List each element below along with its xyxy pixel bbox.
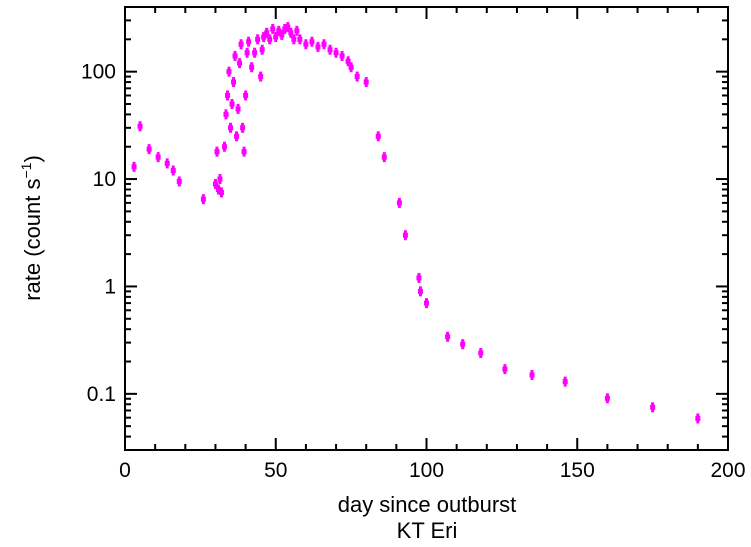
data-point xyxy=(309,36,315,47)
data-point xyxy=(246,36,252,47)
data-point xyxy=(240,122,246,133)
x-tick-label: 200 xyxy=(710,459,745,482)
data-point xyxy=(285,22,291,33)
data-point xyxy=(279,29,285,40)
data-point xyxy=(238,39,244,50)
data-point xyxy=(264,27,270,38)
data-point xyxy=(244,47,250,58)
data-point xyxy=(155,152,161,163)
data-point xyxy=(273,32,279,43)
data-point xyxy=(478,348,484,359)
data-point xyxy=(321,39,327,50)
data-point xyxy=(214,146,220,157)
x-tick-label: 100 xyxy=(409,459,444,482)
data-point xyxy=(176,176,182,187)
data-point xyxy=(562,376,568,387)
data-point xyxy=(146,144,152,155)
data-point xyxy=(650,402,656,413)
data-point xyxy=(137,121,143,132)
data-point xyxy=(252,47,258,58)
data-point xyxy=(259,44,265,55)
data-point xyxy=(333,47,339,58)
data-point xyxy=(231,77,237,88)
data-point xyxy=(212,178,218,189)
data-point xyxy=(223,109,229,120)
data-point xyxy=(460,339,466,350)
data-point xyxy=(164,158,170,169)
data-point xyxy=(502,364,508,375)
data-point xyxy=(282,23,288,34)
x-tick-label: 150 xyxy=(560,459,595,482)
data-point xyxy=(291,34,297,45)
x-tick-label: 50 xyxy=(264,459,287,482)
data-point xyxy=(327,44,333,55)
data-point xyxy=(218,187,224,198)
caption: KT Eri xyxy=(397,518,458,543)
data-point xyxy=(217,174,223,185)
data-point xyxy=(315,41,321,52)
data-point xyxy=(288,27,294,38)
y-tick-label: 100 xyxy=(81,61,116,84)
data-point xyxy=(131,161,137,172)
data-point xyxy=(396,197,402,208)
y-axis-title-exponent: −1 xyxy=(18,162,34,178)
data-point xyxy=(232,50,238,61)
data-point xyxy=(381,152,387,163)
data-point xyxy=(424,298,429,309)
data-point xyxy=(416,272,422,283)
x-tick-label: 0 xyxy=(119,459,131,482)
data-point xyxy=(402,230,408,241)
data-points xyxy=(131,22,701,424)
data-point xyxy=(294,25,300,36)
data-point xyxy=(229,98,235,109)
data-point xyxy=(303,39,309,50)
x-axis-title: day since outburst xyxy=(338,492,517,517)
y-axis-title-close: ) xyxy=(20,155,45,162)
data-point xyxy=(255,34,261,45)
data-point xyxy=(200,194,206,205)
data-point xyxy=(375,131,381,142)
data-point xyxy=(345,56,351,67)
data-point xyxy=(221,141,227,152)
data-point xyxy=(234,131,240,142)
data-point xyxy=(363,77,369,88)
data-point xyxy=(249,62,255,73)
data-point xyxy=(695,413,701,424)
data-point xyxy=(235,103,241,114)
data-point xyxy=(226,66,232,77)
data-point xyxy=(276,25,282,36)
data-point xyxy=(225,90,231,101)
data-point xyxy=(529,369,535,380)
y-tick-label: 10 xyxy=(93,168,116,191)
plot-frame xyxy=(124,6,729,451)
y-tick-label: 1 xyxy=(104,275,116,298)
y-axis-title-main: rate (count s xyxy=(20,179,45,301)
data-point xyxy=(228,122,234,133)
data-point xyxy=(267,34,273,45)
data-point xyxy=(258,71,264,82)
data-point xyxy=(348,62,354,73)
y-axis-title: rate (count s−1) xyxy=(18,155,45,301)
data-point xyxy=(445,331,451,342)
data-point xyxy=(297,34,303,45)
data-point xyxy=(354,71,360,82)
data-point xyxy=(215,184,221,195)
data-point xyxy=(270,23,276,34)
data-point xyxy=(604,393,610,404)
data-point xyxy=(170,165,176,176)
data-point xyxy=(237,58,243,69)
data-point xyxy=(243,90,249,101)
axis-ticks: 0 50 100 150 200 0.1 1 10 100 xyxy=(81,6,746,482)
data-point xyxy=(339,50,345,61)
data-point xyxy=(241,146,247,157)
data-point xyxy=(261,32,267,43)
data-point xyxy=(417,286,423,297)
y-tick-label: 0.1 xyxy=(87,383,116,406)
